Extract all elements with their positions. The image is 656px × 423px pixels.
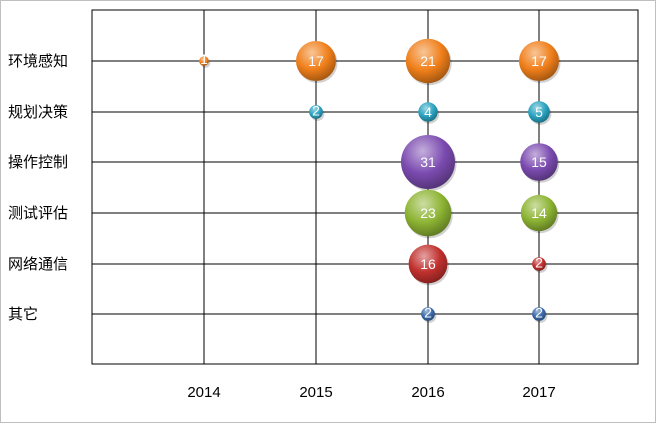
bubble-value-label: 2 [312,103,320,119]
bubble-value-label: 31 [420,154,436,170]
bubble-mark [532,257,546,271]
bubble-value-label: 4 [424,104,432,120]
bubble-mark [528,101,550,123]
y-tick-label: 其它 [8,305,38,323]
bubble-mark [520,143,558,181]
bubble: 17 [296,41,338,83]
bubble: 1 [199,51,211,68]
y-tick-label: 测试评估 [8,204,68,222]
bubble: 21 [405,38,452,86]
y-tick-label: 规划决策 [8,103,68,121]
bubble-mark [296,41,336,81]
bubble-mark [519,41,559,81]
bubble: 31 [401,135,457,191]
bubble-value-label: 17 [531,53,547,69]
bubble: 15 [520,143,560,183]
bubble: 5 [528,101,552,125]
y-tick-label: 环境感知 [8,52,68,70]
x-tick-label: 2015 [299,384,332,401]
bubble-value-label: 2 [424,305,432,321]
bubble: 23 [404,189,453,239]
bubble-mark [532,307,546,321]
bubble-value-label: 5 [535,104,543,120]
bubble: 4 [418,102,440,124]
bubble-value-label: 2 [535,255,543,271]
bubble: 17 [519,41,561,83]
bubble-value-label: 14 [531,205,547,221]
bubble: 2 [309,103,325,121]
bubble-mark [309,105,323,119]
bubble-value-label: 16 [420,256,436,272]
bubble-value-label: 23 [420,205,436,221]
bubble: 14 [520,194,559,234]
y-tick-label: 网络通信 [8,255,68,273]
bubble-value-label: 15 [531,154,547,170]
bubble-value-label: 21 [420,53,436,69]
bubble-value-label: 1 [200,51,208,67]
bubble-mark [404,189,452,237]
bubbles: 1 17 21 17 2 4 5 31 15 23 14 16 2 2 2 [199,38,561,323]
bubble: 2 [421,305,437,323]
x-axis-labels: 2014 2015 2016 2017 [187,384,555,401]
x-tick-label: 2016 [411,384,444,401]
bubble-mark [520,194,558,232]
bubble: 2 [532,305,548,323]
bubble-mark [199,56,209,66]
bubble-value-label: 17 [308,53,324,69]
bubble-mark [405,38,451,84]
bubble: 2 [532,255,548,273]
y-tick-label: 操作控制 [8,153,68,171]
x-tick-label: 2017 [522,384,555,401]
x-tick-label: 2014 [187,384,220,401]
bubble-mark [418,102,438,122]
bubble-mark [408,244,448,284]
bubble-value-label: 2 [535,305,543,321]
bubble: 16 [408,244,449,286]
bubble-mark [421,307,435,321]
bubble-mark [401,135,455,189]
